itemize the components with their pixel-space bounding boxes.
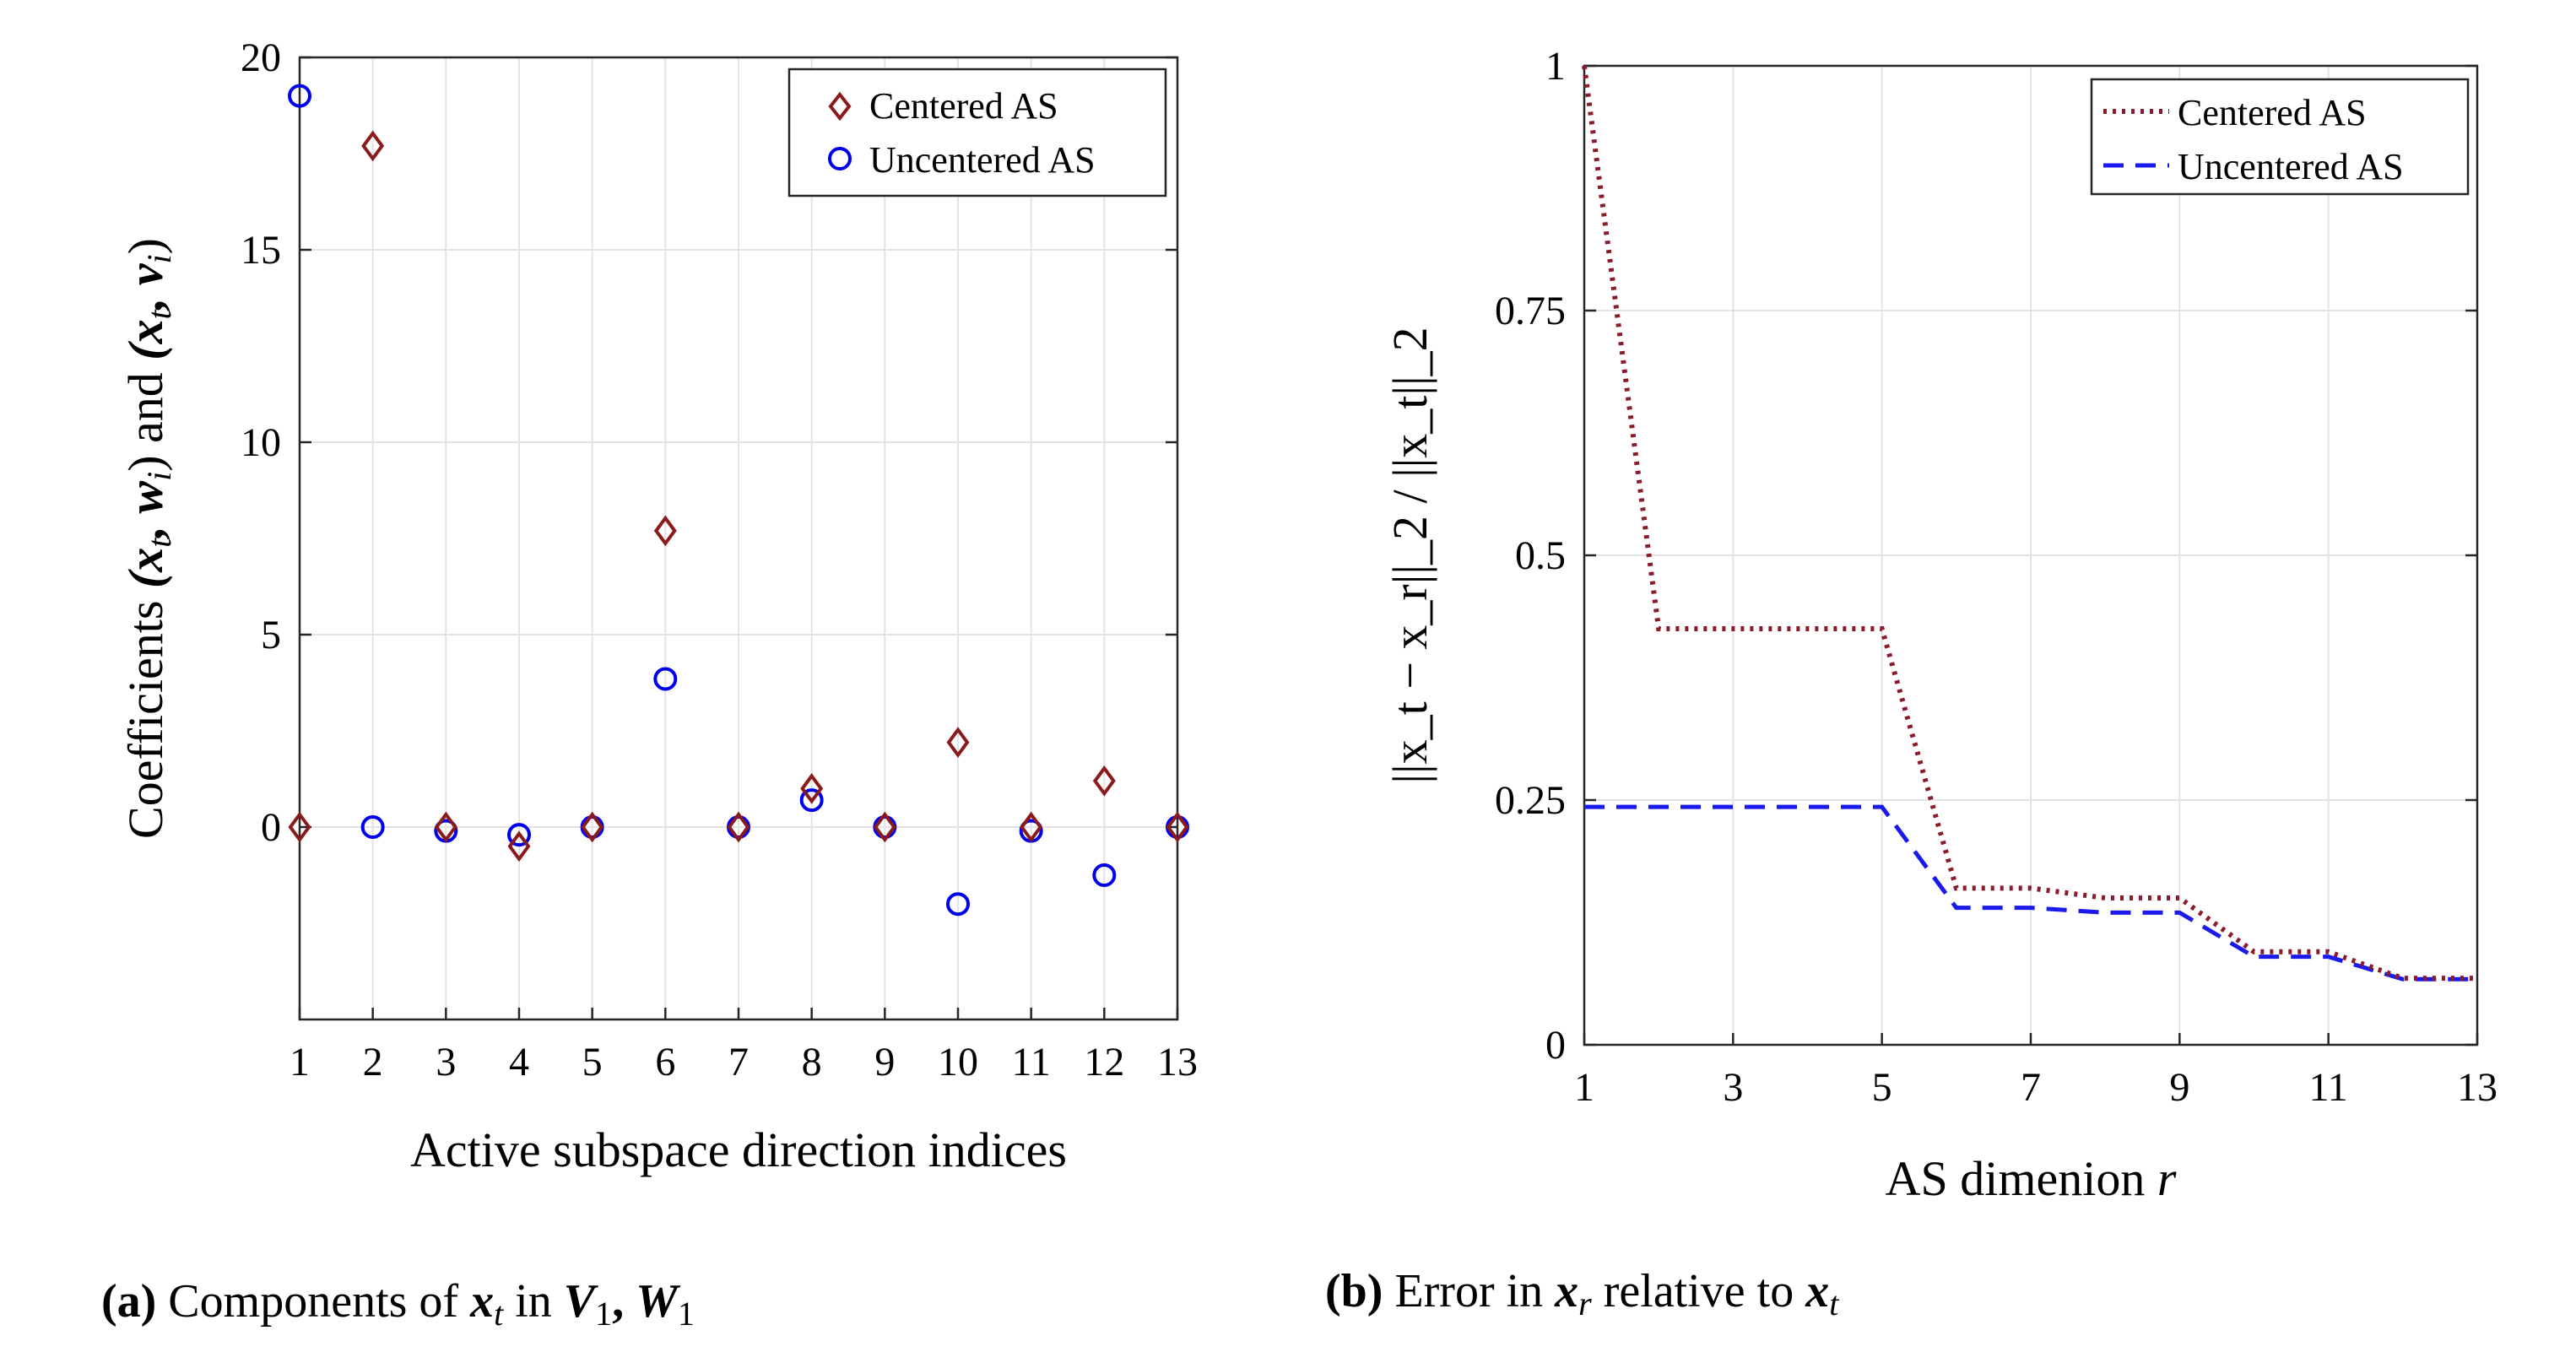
panel-b-x-axis-label: AS dimenion r — [1886, 1151, 2177, 1206]
panel-a-markers — [288, 84, 1189, 917]
legend-b-centered-label: Centered AS — [2178, 92, 2367, 133]
centered-as-point — [727, 811, 750, 843]
centered-as-point — [873, 811, 896, 843]
centered-as-point — [800, 773, 824, 804]
panel-a-x-axis-label: Active subspace direction indices — [410, 1122, 1067, 1177]
panel-a-x-tick-label: 13 — [1157, 1040, 1198, 1084]
panel-a-grid — [299, 57, 1178, 1019]
centered-as-point — [1092, 765, 1116, 797]
panel-b-x-tick-label: 1 — [1574, 1065, 1594, 1110]
panel-a-x-tick-label: 2 — [363, 1040, 383, 1084]
panel-b-x-tick-label: 3 — [1723, 1065, 1743, 1110]
panel-a-legend-box — [787, 68, 1167, 197]
panel-a-x-tick-label: 12 — [1084, 1040, 1124, 1084]
panel-b-y-tick-label: 1 — [1545, 44, 1566, 89]
centered-as-point — [361, 130, 385, 162]
legend-uncentered-circle-marker — [828, 147, 852, 170]
panel-b-lines — [1582, 65, 2477, 982]
panel-a-y-tick-label: 10 — [241, 420, 281, 465]
panel-b-legend: Centered AS Uncentered AS — [2090, 78, 2470, 196]
centered-as-point — [946, 727, 970, 759]
panel-a-x-tick-label: 1 — [290, 1040, 310, 1084]
panel-b-y-axis-label: ||x_t − x_r||_2 / ||x_t||_2 — [1383, 327, 1437, 783]
centered-as-point — [1020, 811, 1043, 843]
panel-b-x-tick-label: 13 — [2457, 1065, 2498, 1110]
uncentered-as-line — [1584, 804, 2477, 982]
panel-a-x-tick-label: 5 — [582, 1040, 603, 1084]
panel-a-y-tick-label: 5 — [261, 613, 281, 657]
panel-b-x-tick-label: 9 — [2169, 1065, 2189, 1110]
panel-a-x-tick-label: 11 — [1012, 1040, 1051, 1084]
panel-a-x-tick-label: 6 — [655, 1040, 675, 1084]
caption-a: (a) Components of xt in V1, W1 — [101, 1275, 695, 1333]
panel-a-legend: Centered AS Uncentered AS — [787, 68, 1167, 197]
panel-a-x-tick-label: 8 — [802, 1040, 822, 1084]
uncentered-as-point — [653, 667, 678, 691]
centered-as-point — [288, 811, 311, 843]
uncentered-as-point — [1092, 863, 1117, 887]
centered-as-point — [1166, 811, 1189, 843]
panel-a-x-tick-label: 10 — [938, 1040, 978, 1084]
centered-as-line — [1582, 65, 2477, 982]
uncentered-as-point — [288, 84, 311, 108]
panel-a-x-tick-label: 4 — [509, 1040, 529, 1084]
panel-b-legend-box — [2090, 78, 2470, 196]
caption-b: (b) Error in xr relative to xt — [1325, 1265, 1839, 1322]
centered-as-point — [581, 811, 604, 843]
uncentered-as-point — [507, 823, 531, 847]
panel-a-y-tick-label: 0 — [261, 805, 281, 850]
uncentered-as-point — [946, 892, 970, 917]
uncentered-as-point — [360, 815, 385, 839]
legend-centered-label: Centered AS — [869, 85, 1058, 127]
panel-a-y-tick-label: 15 — [241, 228, 281, 273]
centered-as-point — [653, 515, 677, 547]
panel-b-y-tick-label: 0.25 — [1495, 778, 1566, 823]
panel-a-x-tick-label: 3 — [436, 1040, 456, 1084]
panel-b-y-tick-label: 0 — [1545, 1023, 1566, 1068]
centered-as-point — [434, 811, 457, 843]
panel-b-x-tick-label: 5 — [1872, 1065, 1892, 1110]
panel-a-y-axis-label: Coefficients (xt, wi) and (xt, vi) — [118, 238, 178, 839]
panel-b-y-tick-label: 0.75 — [1495, 289, 1566, 333]
legend-b-uncentered-label: Uncentered AS — [2178, 146, 2404, 187]
panel-b-grid — [1583, 65, 2478, 1046]
panel-b-x-tick-label: 7 — [2021, 1065, 2041, 1110]
uncentered-as-point — [799, 788, 824, 813]
panel-a-y-tick-label: 20 — [241, 35, 281, 80]
legend-uncentered-label: Uncentered AS — [869, 139, 1096, 181]
panel-a-x-tick-label: 7 — [728, 1040, 749, 1084]
panel-b-y-tick-label: 0.5 — [1515, 533, 1566, 578]
legend-centered-diamond-marker — [828, 91, 852, 122]
panel-a-x-tick-label: 9 — [874, 1040, 895, 1084]
panel-b-x-tick-label: 11 — [2309, 1065, 2348, 1110]
centered-as-point — [507, 830, 531, 863]
